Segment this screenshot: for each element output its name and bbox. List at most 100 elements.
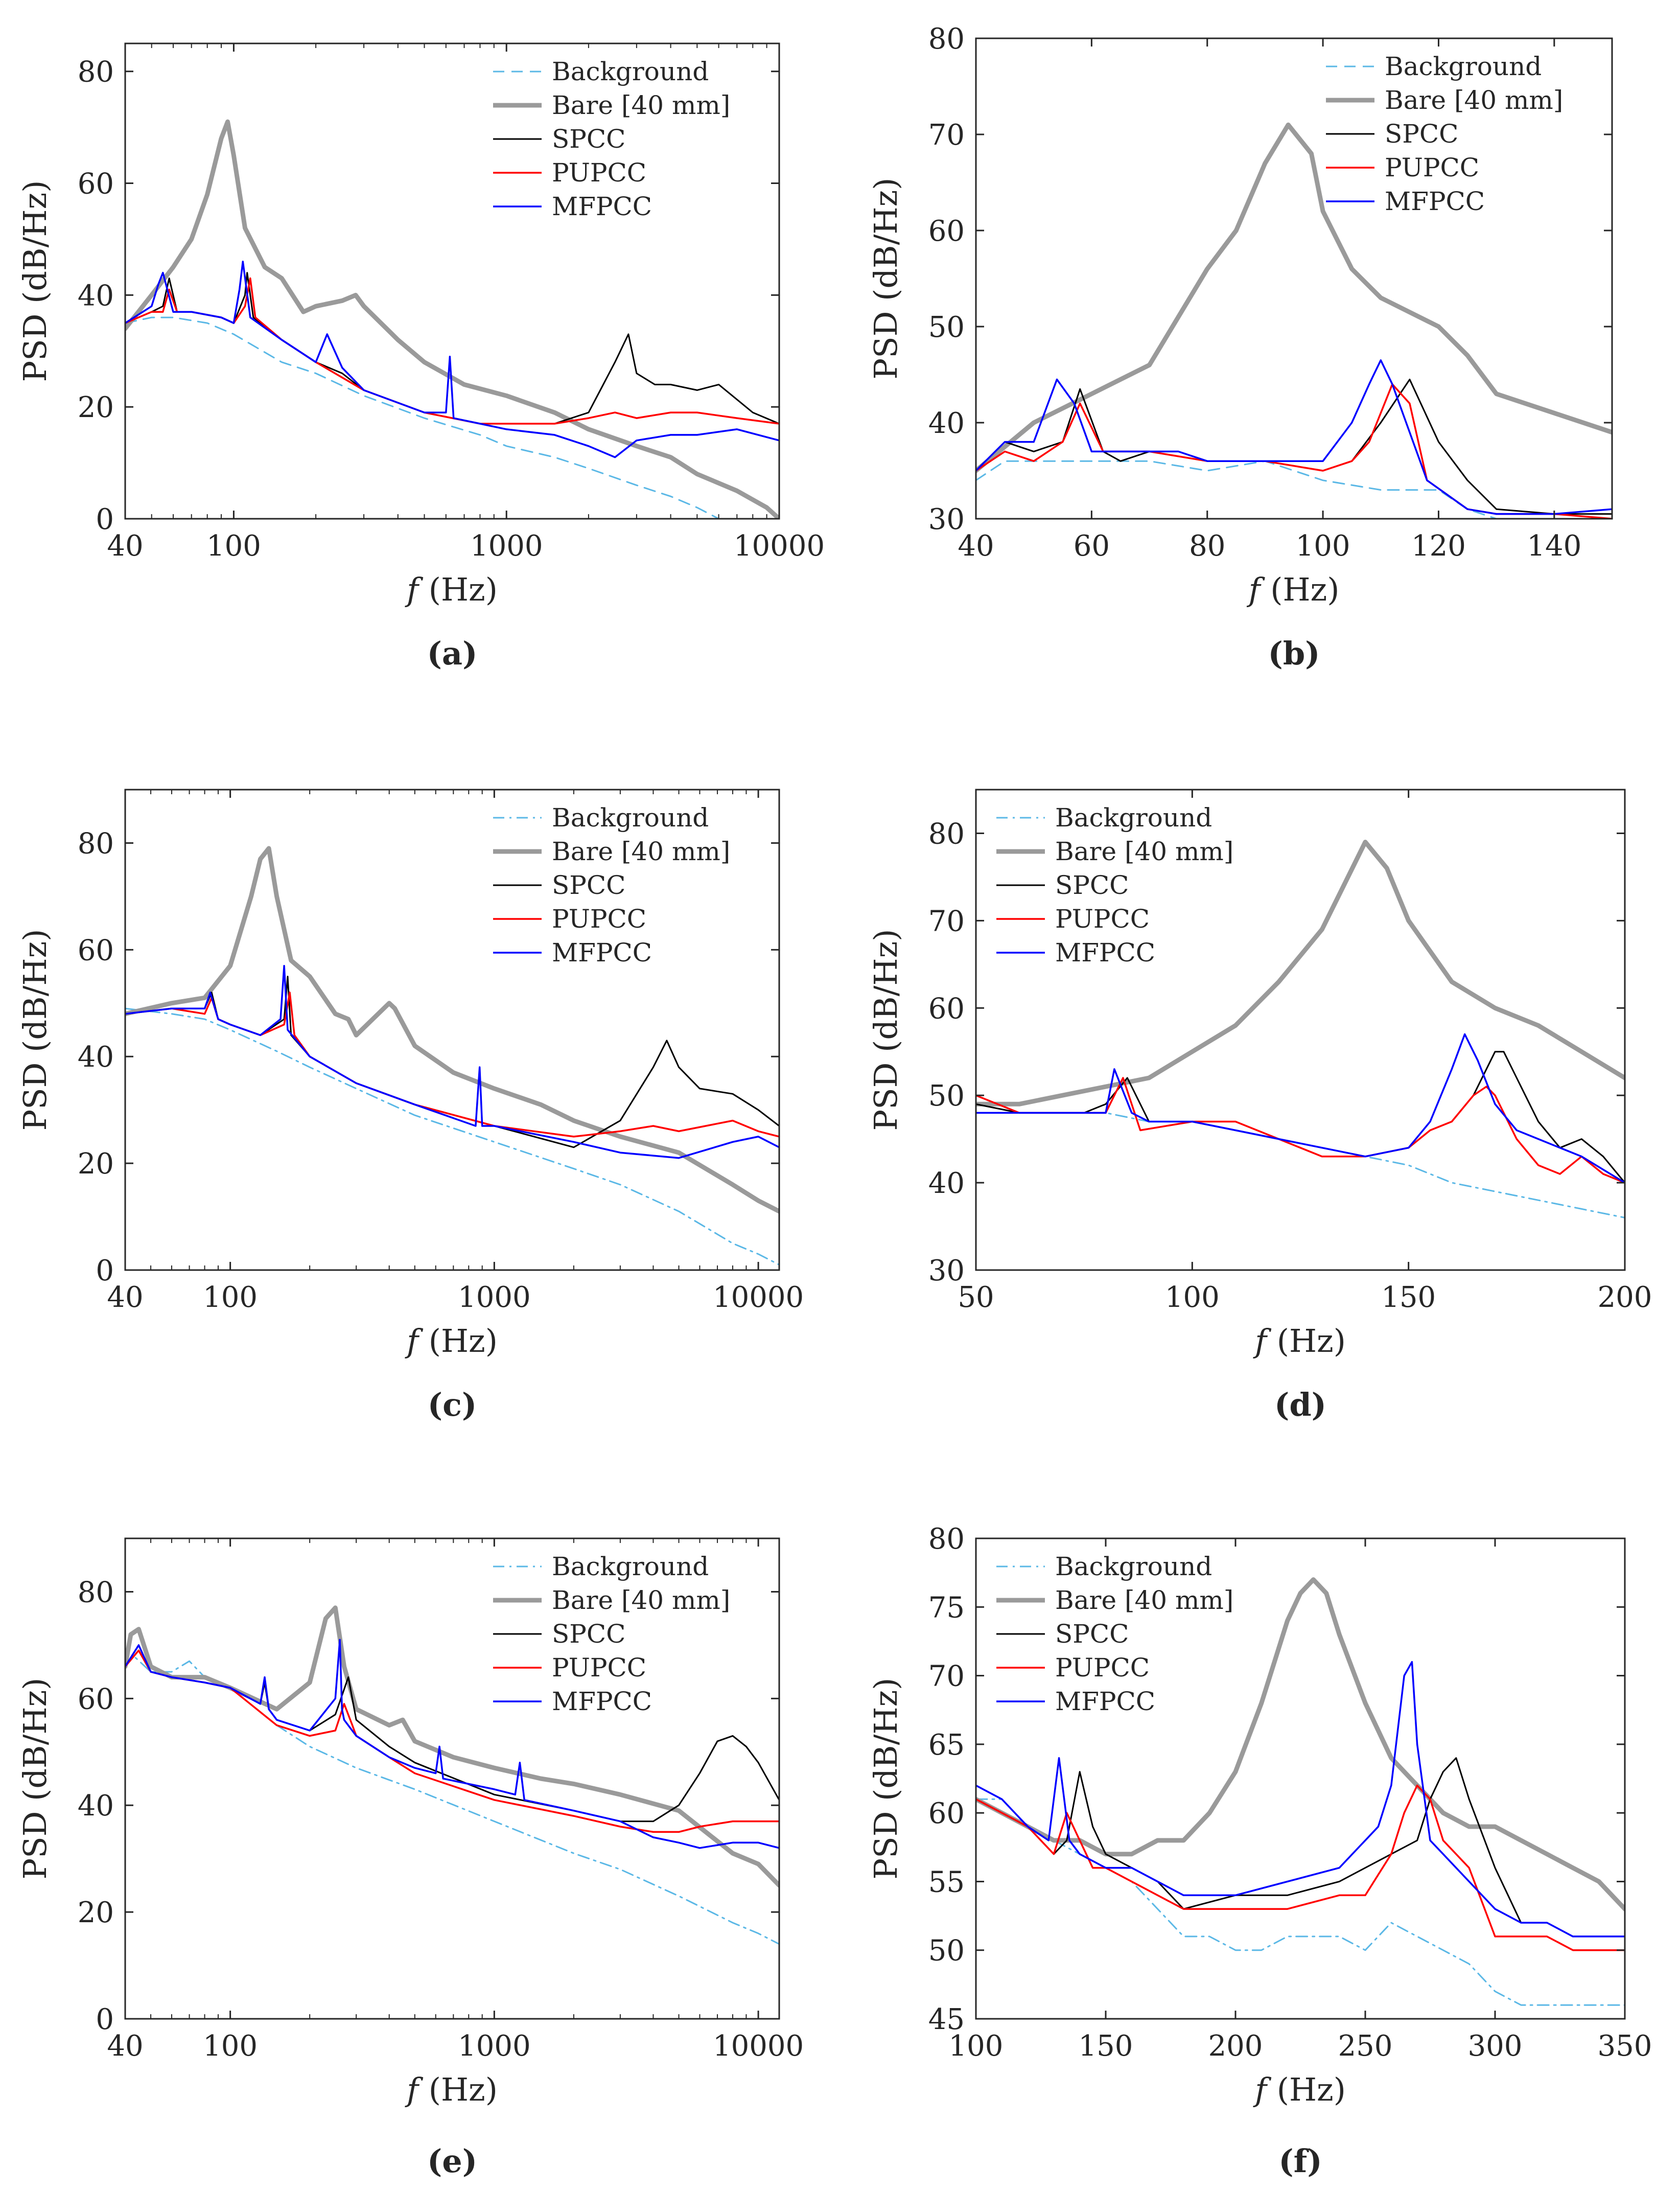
x-tick-label: 40 (107, 529, 143, 563)
series-line-bare-40-mm (125, 119, 779, 519)
x-axis-label: f (Hz) (405, 2071, 498, 2108)
x-tick-label: 40 (107, 2030, 143, 2063)
x-axis-label: f (Hz) (1247, 571, 1340, 608)
series-line-pupcc (125, 992, 779, 1138)
y-tick-label: 60 (928, 1797, 965, 1830)
chart-panel-d: 50 100 150 200 30 40 50 60 70 80 f (Hz) PSD (dB/Hz)… (867, 789, 1652, 1423)
panel-caption: (a) (427, 635, 478, 672)
x-tick-label: 50 (958, 1281, 994, 1314)
chart-panel-a: 40 100 1000 10000 0 20 40 60 80 f (Hz) PSD (dB/Hz)… (16, 42, 825, 672)
series-line-background (125, 1655, 779, 1945)
panel-caption: (e) (427, 2142, 477, 2180)
x-tick-label: 1000 (470, 529, 543, 563)
legend-label-mfpcc: MFPCC (1055, 1687, 1155, 1716)
x-axis-label-unit: (Hz) (418, 2071, 498, 2108)
legend-label-background: Background (1385, 52, 1542, 81)
y-tick-label: 40 (78, 279, 114, 312)
plot-area-frame (975, 1537, 1626, 2020)
series-line-spcc (125, 976, 779, 1148)
plot-area-frame (124, 1537, 780, 2020)
y-axis-label: PSD (dB/Hz) (867, 178, 904, 380)
y-tick-label: 80 (928, 1523, 965, 1556)
y-axis-label: PSD (dB/Hz) (16, 180, 54, 382)
y-tick-label: 0 (96, 2003, 114, 2036)
legend-label-spcc: SPCC (1385, 119, 1458, 149)
legend-label-spcc: SPCC (1055, 1619, 1129, 1649)
y-tick-label: 80 (78, 56, 114, 89)
panel-caption: (b) (1268, 635, 1320, 672)
x-axis-label: f (Hz) (1253, 2071, 1346, 2108)
legend-label-mfpcc: MFPCC (1055, 938, 1155, 967)
y-axis-label: PSD (dB/Hz) (867, 1678, 904, 1880)
legend-label-spcc: SPCC (552, 870, 625, 900)
series-line-background (125, 1007, 779, 1266)
series-line-spcc (976, 1051, 1625, 1184)
x-tick-label: 300 (1468, 2030, 1523, 2063)
legend: Background Bare [40 mm] SPCC PUPCC MFPCC (493, 57, 730, 221)
series-line-background (976, 460, 1612, 519)
x-tick-label: 100 (1165, 1281, 1220, 1314)
y-tick-label: 80 (928, 817, 965, 850)
legend-label-background: Background (552, 1552, 709, 1581)
series-line-background (976, 1103, 1625, 1218)
y-tick-label: 70 (928, 1660, 965, 1693)
series-line-mfpcc (125, 1639, 779, 1849)
plot-area-frame (975, 789, 1626, 1271)
x-axis-label-unit: (Hz) (1267, 2071, 1346, 2108)
y-tick-label: 55 (928, 1865, 965, 1899)
series-line-bare-40-mm (976, 122, 1612, 473)
y-tick-label: 20 (78, 1896, 114, 1929)
series-line-background (976, 1798, 1625, 2006)
series-line-mfpcc (976, 1661, 1625, 1938)
chart-panel-f: 100 150 200 250 300 350 45 50 55 60 65 70 75 80 f (Hz)… (867, 1523, 1652, 2180)
legend-label-mfpcc: MFPCC (552, 192, 652, 221)
y-tick-label: 50 (928, 1079, 965, 1113)
series-line-pupcc (976, 1784, 1625, 1951)
y-tick-label: 75 (928, 1591, 965, 1624)
y-tick-label: 20 (78, 391, 114, 424)
legend-label-bare-40-mm: Bare [40 mm] (1055, 837, 1233, 866)
legend-label-spcc: SPCC (552, 1619, 625, 1649)
x-tick-label: 100 (203, 2030, 258, 2063)
legend-label-pupcc: PUPCC (1055, 904, 1150, 934)
legend-label-background: Background (1055, 1552, 1212, 1581)
y-axis-label: PSD (dB/Hz) (16, 929, 54, 1131)
x-axis-label-unit: (Hz) (1267, 1322, 1346, 1360)
y-axis-label: PSD (dB/Hz) (16, 1678, 54, 1880)
x-tick-label: 100 (203, 1281, 258, 1314)
y-tick-label: 60 (928, 992, 965, 1025)
y-tick-label: 30 (928, 1254, 965, 1287)
x-tick-label: 150 (1079, 2030, 1133, 2063)
chart-panel-c: 40 100 1000 10000 0 20 40 60 80 f (Hz) PSD (dB/Hz)… (16, 789, 804, 1423)
y-tick-label: 50 (928, 311, 965, 344)
x-axis-label-unit: (Hz) (1261, 571, 1340, 608)
x-axis-label: f (Hz) (405, 1322, 498, 1360)
x-tick-label: 200 (1598, 1281, 1652, 1314)
chart-panel-e: 40 100 1000 10000 0 20 40 60 80 f (Hz) PSD (dB/Hz)… (16, 1537, 804, 2180)
x-tick-label: 10000 (734, 529, 825, 563)
legend-label-pupcc: PUPCC (552, 904, 646, 934)
x-tick-label: 10000 (713, 1281, 804, 1314)
x-tick-label: 120 (1411, 529, 1466, 563)
x-axis-label: f (Hz) (405, 571, 498, 608)
plot-area-frame (975, 37, 1613, 520)
y-tick-label: 60 (78, 1683, 114, 1716)
x-tick-label: 1000 (458, 1281, 531, 1314)
series-line-spcc (125, 1644, 779, 1823)
y-tick-label: 80 (78, 827, 114, 860)
y-tick-label: 65 (928, 1729, 965, 1762)
y-tick-label: 0 (96, 1254, 114, 1287)
legend-label-pupcc: PUPCC (552, 1653, 646, 1683)
y-tick-label: 80 (78, 1576, 114, 1609)
series-line-mfpcc (976, 1033, 1625, 1184)
x-tick-label: 100 (206, 529, 261, 563)
y-tick-label: 40 (928, 1167, 965, 1200)
x-tick-label: 200 (1208, 2030, 1263, 2063)
legend-label-spcc: SPCC (1055, 870, 1129, 900)
panel-caption: (c) (428, 1386, 477, 1423)
y-tick-label: 60 (78, 168, 114, 201)
panel-caption: (d) (1274, 1386, 1326, 1423)
series-line-mfpcc (976, 359, 1612, 515)
x-tick-label: 40 (107, 1281, 143, 1314)
